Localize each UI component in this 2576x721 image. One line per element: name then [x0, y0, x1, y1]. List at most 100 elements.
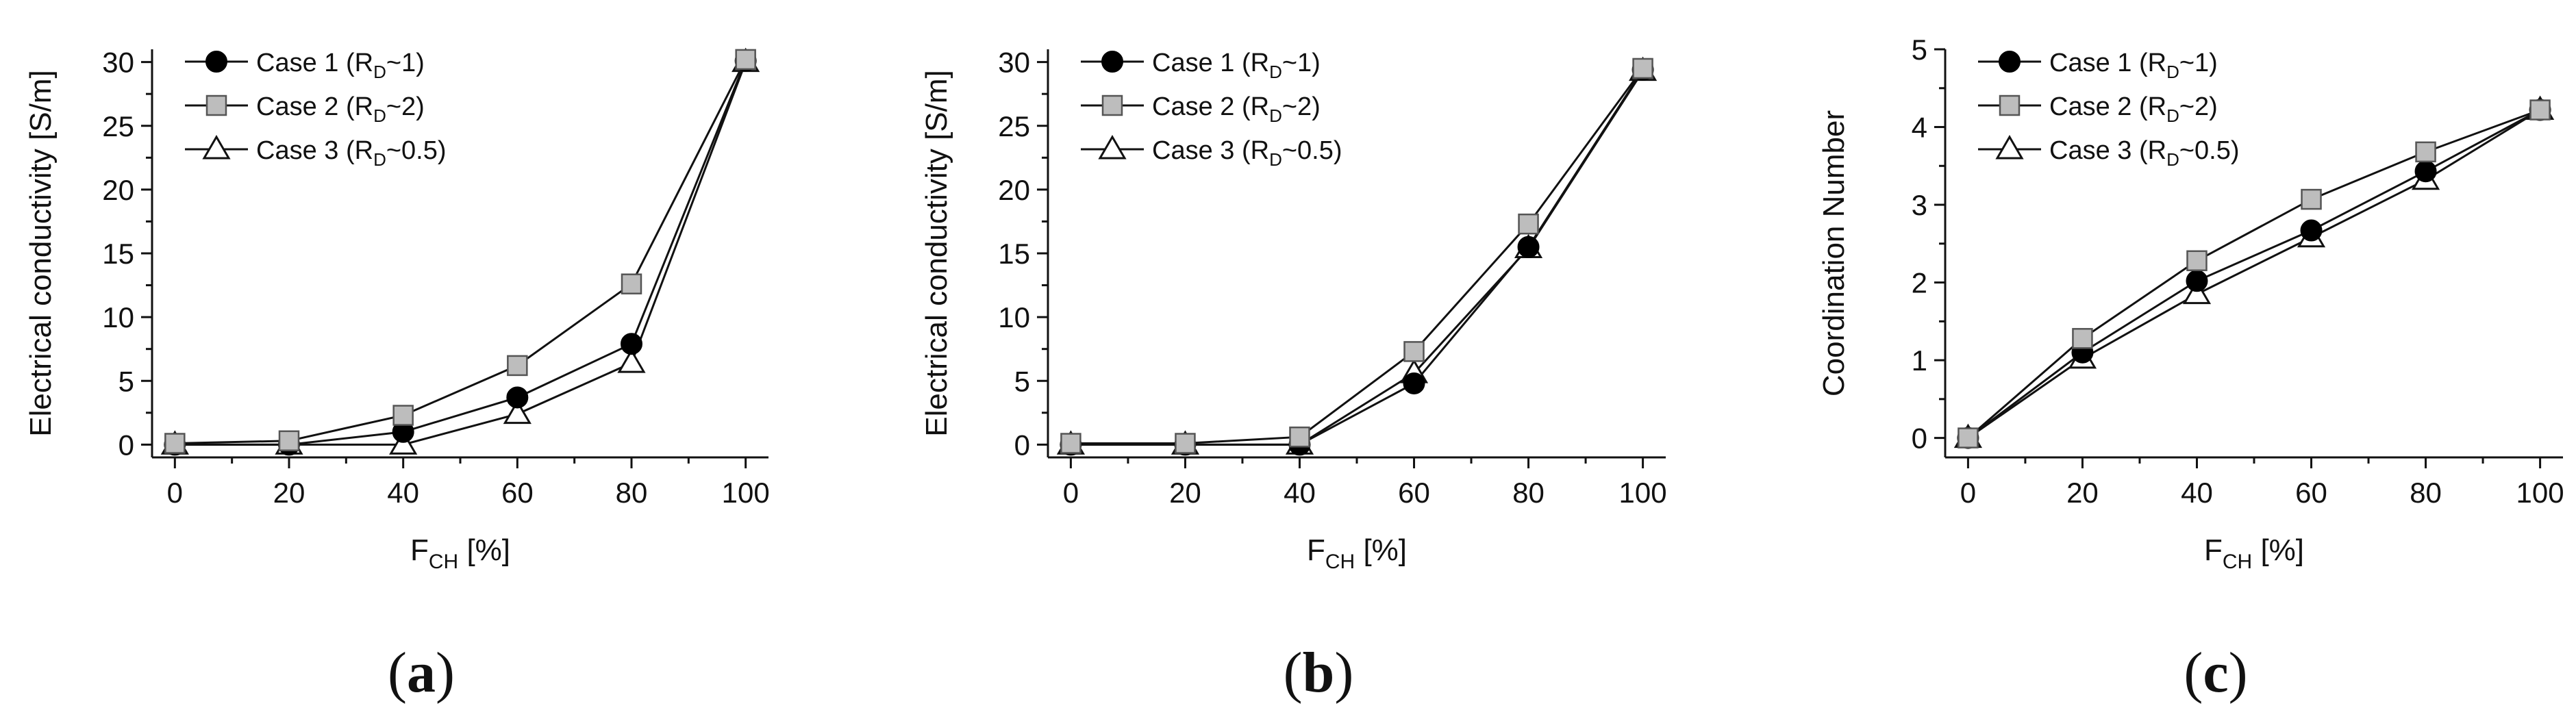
- x-axis-label-main: F: [2204, 533, 2223, 567]
- x-tick-label: 40: [387, 477, 419, 509]
- panel-caption: (b): [1284, 641, 1354, 705]
- legend-label-post: ~2): [386, 92, 425, 121]
- legend-label-pre: Case 1 (R: [2049, 49, 2166, 77]
- series-line-3: [1071, 70, 1644, 446]
- legend-label-pre: Case 1 (R: [256, 49, 373, 77]
- panel-caption-close: ): [436, 641, 455, 705]
- x-tick-label: 60: [501, 477, 534, 509]
- legend-label-pre: Case 3 (R: [2049, 136, 2166, 165]
- x-tick-label: 60: [1398, 477, 1430, 509]
- x-tick-label: 100: [1619, 477, 1667, 509]
- x-tick-label: 80: [616, 477, 648, 509]
- data-point-series-2: [2301, 188, 2322, 210]
- data-point-series-3: [389, 430, 418, 455]
- x-tick-label: 80: [2410, 477, 2442, 509]
- legend-label-post: ~0.5): [386, 136, 447, 165]
- legend-label-sub: D: [2166, 62, 2179, 82]
- y-tick-label: 10: [998, 301, 1030, 333]
- x-axis-label-unit: [%]: [458, 533, 510, 567]
- series-line-1: [1071, 68, 1644, 446]
- data-point-series-2: [1060, 433, 1081, 454]
- x-tick-label: 0: [167, 477, 183, 509]
- legend-entry-3: Case 3 (RD~0.5): [2049, 136, 2240, 170]
- y-tick-label: 5: [1912, 34, 1927, 66]
- y-tick-label: 10: [102, 301, 134, 333]
- data-point-series-1: [2186, 270, 2208, 292]
- x-axis-label-unit: [%]: [1355, 533, 1407, 567]
- chart-panel-2: 0 20 40 60 80 100 0 5 10 15 20 25 30 Electrical condu…: [920, 47, 1667, 705]
- data-point-series-2: [164, 433, 186, 454]
- panel-caption-close: ): [1334, 641, 1353, 705]
- data-point-series-1: [1403, 372, 1425, 394]
- panel-caption-letter: b: [1303, 641, 1335, 705]
- legend-marker-2: [1999, 94, 2021, 116]
- series-line-1: [1967, 109, 2541, 439]
- legend-label-sub: D: [1269, 149, 1282, 170]
- legend-entry-2: Case 2 (RD~2): [1152, 92, 1321, 126]
- y-tick-label: 25: [998, 110, 1030, 142]
- x-axis-label: FCH [%]: [1307, 533, 1407, 573]
- legend-label-pre: Case 1 (R: [1152, 49, 1269, 77]
- data-point-series-2: [621, 273, 642, 294]
- chart-panel-3: 0 20 40 60 80 100 0 1 2 3 4 5 Coordination Number FCH…: [1817, 34, 2564, 705]
- y-tick-label: 20: [102, 174, 134, 206]
- panel-caption: (c): [2184, 641, 2247, 705]
- data-point-series-2: [1958, 427, 1979, 448]
- legend-entry-1: Case 1 (RD~1): [2049, 49, 2218, 82]
- data-point-series-2: [507, 355, 528, 377]
- y-tick-label: 2: [1912, 267, 1927, 299]
- legend-label-post: ~0.5): [1282, 136, 1342, 165]
- legend-marker-1: [1101, 51, 1123, 73]
- legend-marker-1: [1999, 51, 2021, 73]
- legend-label-sub: D: [373, 62, 386, 82]
- x-axis-label: FCH [%]: [410, 533, 510, 573]
- legend-entry-3: Case 3 (RD~0.5): [1152, 136, 1342, 170]
- legend: Case 1 (RD~1)Case 2 (RD~2)Case 3 (RD~0.5…: [1978, 49, 2240, 170]
- panel-caption-letter: c: [2203, 641, 2228, 705]
- data-point-series-1: [2300, 219, 2323, 242]
- y-tick-label: 5: [118, 365, 134, 397]
- data-point-series-2: [2529, 99, 2551, 121]
- legend-marker-3: [1098, 135, 1127, 160]
- chart-panel-1: 0 20 40 60 80 100 0 5 10 15 20 25 30 Electrical condu…: [24, 47, 770, 705]
- x-tick-label: 20: [2066, 477, 2099, 509]
- legend: Case 1 (RD~1)Case 2 (RD~2)Case 3 (RD~0.5…: [1081, 49, 1342, 170]
- y-tick-label: 0: [1912, 422, 1927, 455]
- y-tick-label: 4: [1912, 112, 1927, 144]
- series-line-3: [1967, 109, 2541, 439]
- data-point-series-1: [2414, 160, 2437, 183]
- x-axis-label-main: F: [1307, 533, 1325, 567]
- y-tick-label: 15: [998, 238, 1030, 270]
- x-axis-label-unit: [%]: [2252, 533, 2304, 567]
- legend: Case 1 (RD~1)Case 2 (RD~2)Case 3 (RD~0.5…: [185, 49, 447, 170]
- legend-label-sub: D: [1269, 105, 1282, 126]
- x-axis-label-sub: CH: [429, 551, 458, 573]
- x-tick-label: 20: [1169, 477, 1201, 509]
- data-point-series-3: [2182, 279, 2212, 305]
- legend-label-pre: Case 3 (R: [256, 136, 373, 165]
- data-point-series-2: [392, 405, 414, 426]
- x-tick-label: 20: [273, 477, 305, 509]
- panel-caption-letter: a: [407, 641, 436, 705]
- legend-entry-1: Case 1 (RD~1): [256, 49, 425, 82]
- y-axis-label: Electrical conductivity [S/m]: [24, 70, 58, 437]
- data-point-series-2: [1632, 58, 1653, 79]
- legend-label-sub: D: [373, 105, 386, 126]
- legend-label-pre: Case 2 (R: [256, 92, 373, 121]
- data-point-series-2: [278, 430, 300, 452]
- series-line-2: [175, 59, 747, 445]
- x-axis-label-sub: CH: [1325, 551, 1355, 573]
- series-line-2: [1071, 68, 1644, 445]
- legend-marker-2: [1101, 94, 1123, 116]
- legend-marker-3: [1995, 135, 2024, 160]
- legend-label-pre: Case 3 (R: [1152, 136, 1269, 165]
- data-point-series-3: [617, 349, 646, 373]
- legend-label-sub: D: [1269, 62, 1282, 82]
- legend-label-sub: D: [2166, 149, 2179, 170]
- x-tick-label: 0: [1960, 477, 1976, 509]
- x-axis-label-sub: CH: [2223, 551, 2252, 573]
- legend-entry-3: Case 3 (RD~0.5): [256, 136, 447, 170]
- x-tick-label: 100: [722, 477, 770, 509]
- x-tick-label: 60: [2295, 477, 2327, 509]
- x-tick-label: 40: [1284, 477, 1316, 509]
